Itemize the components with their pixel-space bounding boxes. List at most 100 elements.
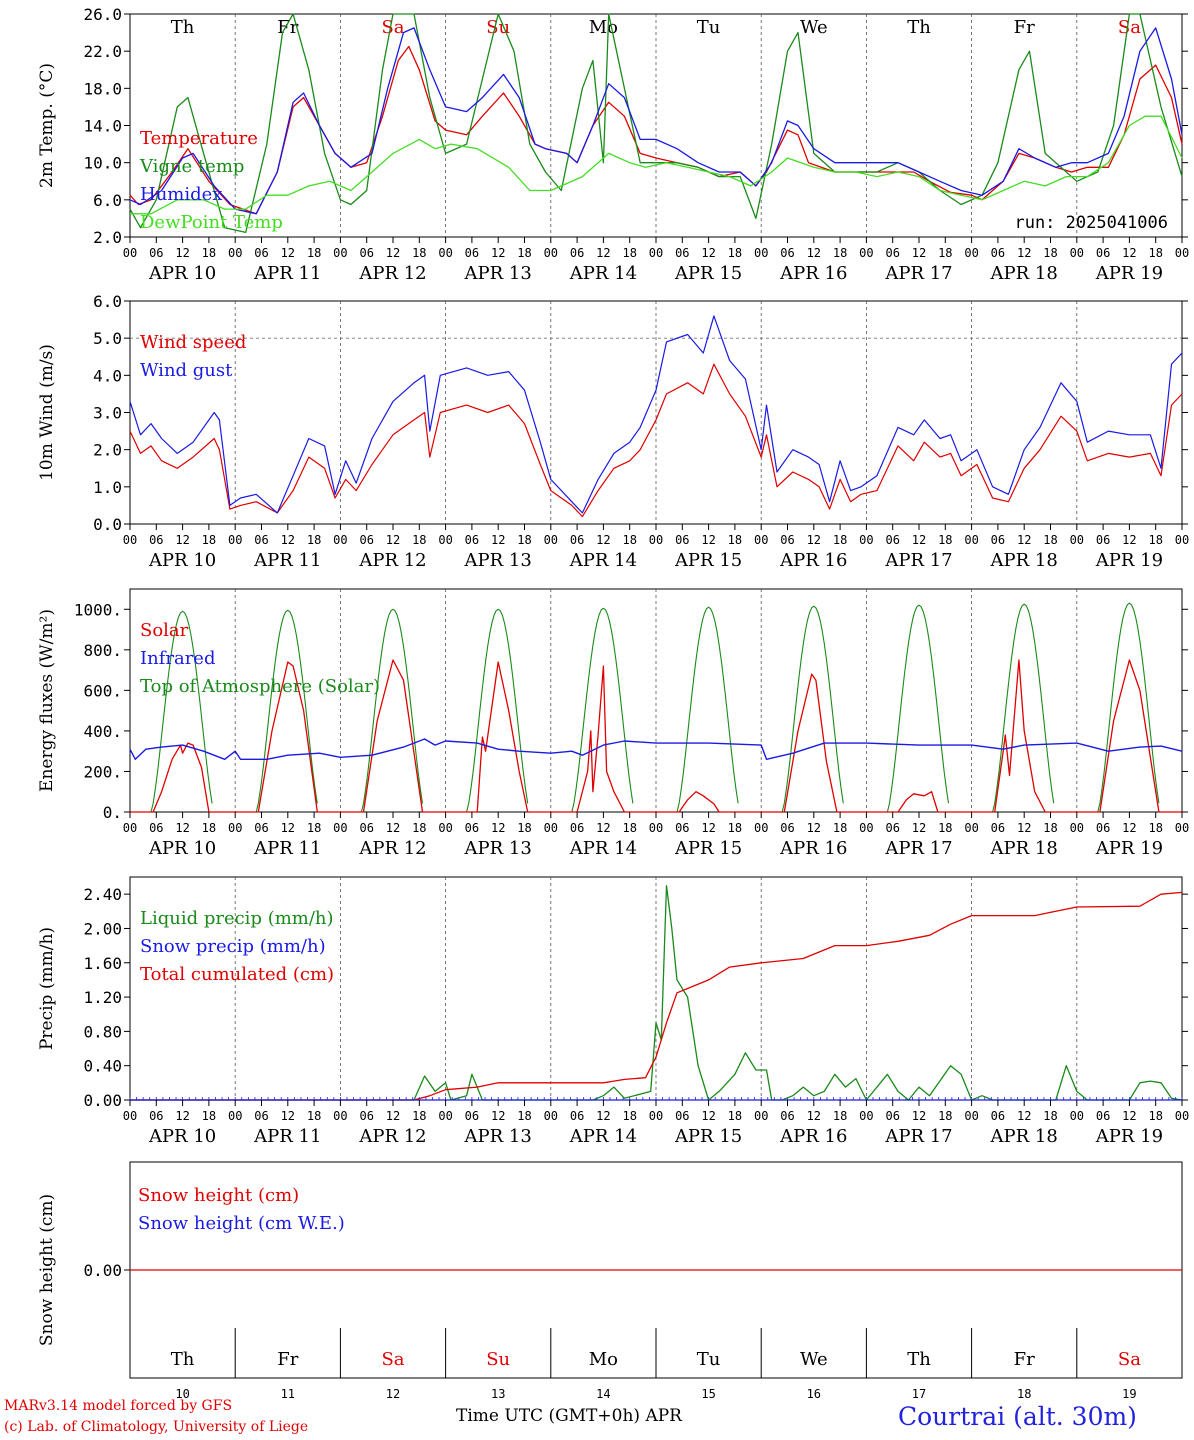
x-tick-label: 06 [149, 246, 163, 260]
y-tick-label: 2.00 [83, 919, 122, 938]
toa-solar-curve [1097, 602, 1160, 813]
x-tick-label: 12 [281, 1109, 295, 1123]
x-tick-label: 18 [307, 821, 321, 835]
date-label: APR 17 [884, 1126, 952, 1147]
legend-entry: Wind gust [140, 360, 233, 381]
x-tick-label: 18 [1148, 246, 1162, 260]
toa-solar-curve [360, 608, 424, 813]
x-tick-label: 12 [596, 1109, 610, 1123]
date-label: APR 12 [358, 550, 426, 571]
x-tick-label: 00 [544, 821, 558, 835]
legend-entry: Humidex [140, 184, 222, 205]
x-tick-label: 18 [622, 821, 636, 835]
date-label: APR 17 [884, 263, 952, 284]
y-tick-label: 0.80 [83, 1022, 122, 1041]
date-label: APR 16 [779, 550, 847, 571]
x-tick-label: 00 [544, 1109, 558, 1123]
station-name: Courtrai (alt. 30m) [898, 1402, 1137, 1431]
x-tick-label: 18 [728, 1109, 742, 1123]
x-tick-label: 12 [1017, 1109, 1031, 1123]
time-axis-label: Time UTC (GMT+0h) APR [456, 1406, 682, 1426]
y-tick-label: 1000. [74, 600, 122, 619]
x-tick-label: 00 [1070, 1109, 1084, 1123]
x-tick-label: 18 [938, 533, 952, 547]
date-label: APR 12 [358, 263, 426, 284]
legend-3: Solar Infrared Top of Atmosphere (Solar) [140, 620, 380, 697]
date-label: APR 15 [674, 838, 742, 859]
x-tick-label: 12 [596, 246, 610, 260]
weekday-label: Fr [1014, 1349, 1035, 1370]
x-tick-label: 12 [807, 533, 821, 547]
date-label: APR 13 [464, 1126, 532, 1147]
y-tick-label: 1.20 [83, 988, 122, 1007]
x-tick-label: 06 [254, 1109, 268, 1123]
x-tick-label: 00 [649, 533, 663, 547]
y-tick-label: 22.0 [83, 42, 122, 61]
x-tick-label: 00 [1070, 533, 1084, 547]
x-tick-label: 18 [1148, 821, 1162, 835]
x-axis-4: 00 06 12 18 00 06 12 18 00 06 12 18 00 06 12 18 00 06 12 18… [123, 1100, 1189, 1147]
x-tick-label: 06 [675, 1109, 689, 1123]
day-number: 15 [701, 1387, 715, 1401]
weekday-label: Sa [381, 17, 404, 38]
x-tick-label: 12 [1122, 821, 1136, 835]
panel-frame-3 [129, 588, 1183, 813]
x-tick-label: 18 [1148, 533, 1162, 547]
x-tick-label: 06 [1096, 533, 1110, 547]
y-tick-label: 4.0 [93, 366, 122, 385]
x-tick-label: 06 [465, 821, 479, 835]
weekday-label: Fr [277, 1349, 298, 1370]
x-tick-label: 00 [964, 246, 978, 260]
toa-solar-curve [150, 610, 213, 813]
x-tick-label: 18 [833, 533, 847, 547]
y-axis-title: Energy fluxes (W/m²) [37, 609, 57, 792]
x-tick-label: 12 [491, 533, 505, 547]
y-tick-label: 6.0 [93, 191, 122, 210]
panel-frame-2 [129, 300, 1183, 525]
y-tick-label: 26.0 [83, 5, 122, 24]
legend-2: Wind speed Wind gust [140, 332, 246, 381]
toa-solar-curve [466, 608, 529, 813]
x-tick-label: 18 [1148, 1109, 1162, 1123]
legend-1: Temperature Vigne temp Humidex DewPoint Tem… [139, 128, 283, 233]
x-tick-label: 06 [991, 246, 1005, 260]
y-axis-title: Precip (mm/h) [37, 927, 57, 1050]
x-tick-label: 12 [491, 821, 505, 835]
y-tick-label: 2.0 [93, 441, 122, 460]
date-label: APR 10 [148, 1126, 216, 1147]
series-wind-gust [129, 315, 1183, 514]
date-label: APR 11 [253, 1126, 321, 1147]
date-label: APR 10 [148, 263, 216, 284]
series-humidex [129, 27, 1183, 215]
x-tick-label: 00 [228, 246, 242, 260]
x-tick-label: 00 [859, 246, 873, 260]
x-tick-label: 12 [701, 246, 715, 260]
x-tick-label: 06 [885, 533, 899, 547]
toa-solar-curve [781, 605, 844, 813]
x-tick-label: 06 [1096, 246, 1110, 260]
x-tick-label: 12 [386, 821, 400, 835]
solar-series [130, 659, 1182, 813]
series-vigne-temp [129, 13, 1183, 234]
weekday-label: Su [486, 17, 510, 38]
y-tick-label: 5.0 [93, 329, 122, 348]
x-tick-label: 06 [359, 246, 373, 260]
y-tick-label: 3.0 [93, 404, 122, 423]
y-tick-label: 18.0 [83, 79, 122, 98]
x-tick-label: 00 [859, 1109, 873, 1123]
x-tick-label: 00 [859, 821, 873, 835]
x-tick-label: 00 [649, 1109, 663, 1123]
x-tick-label: 18 [517, 533, 531, 547]
legend-entry: Liquid precip (mm/h) [140, 908, 334, 929]
x-tick-label: 12 [175, 1109, 189, 1123]
toa-solar-curve [676, 606, 739, 813]
y-tick-label: 14.0 [83, 117, 122, 136]
x-tick-label: 00 [438, 1109, 452, 1123]
date-label: APR 14 [569, 263, 637, 284]
x-tick-label: 12 [807, 1109, 821, 1123]
legend-entry: DewPoint Temp [140, 212, 283, 233]
x-tick-label: 12 [1122, 246, 1136, 260]
series-total-cumulated-cm- [130, 891, 1183, 1101]
y-axis-1: 2.0 6.0 10.0 14.0 18.0 22.0 26.0 2m Temp. (°C) [37, 5, 1188, 247]
